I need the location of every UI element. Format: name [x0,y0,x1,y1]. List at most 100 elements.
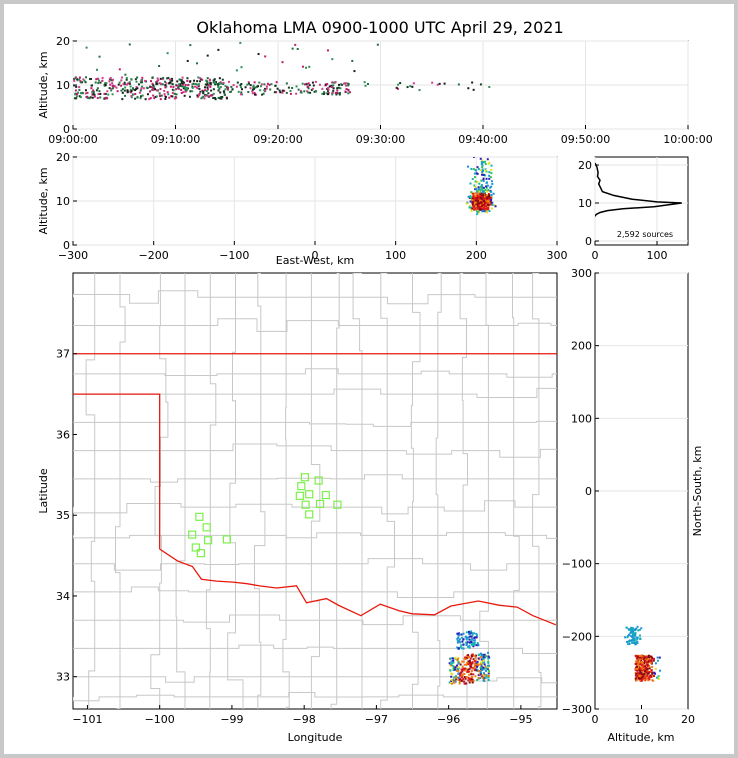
north-south-source [627,640,630,643]
time-height-source [237,90,240,93]
north-south-source [653,671,656,674]
plan-view-source [466,641,469,644]
time-height-source [169,80,172,83]
time-height-source [307,82,310,85]
time-height-source [77,91,80,94]
north-south-source [640,656,643,659]
plan-view-source [470,677,473,680]
time-height-source [332,87,335,90]
east-west-source [476,172,479,175]
time-height-source [121,88,124,91]
time-height-source [399,82,402,85]
north-south-source [644,667,647,670]
time-height-source [289,89,292,92]
time-height-source [178,83,181,86]
plan-view-source [487,661,490,664]
east-west-source [472,195,475,198]
time-height-source-high [98,55,101,58]
north-south-source [650,669,653,672]
time-height-source [168,82,171,85]
time-height-source [224,93,227,96]
east-west-source [482,178,485,181]
plan-view-source [486,664,489,667]
time-height-source [202,95,205,98]
east-west-source [476,213,479,216]
time-height-source [108,80,111,83]
plan-view-y-tick-label: 34 [56,590,70,603]
east-west-y-tick-label: 10 [56,195,70,208]
time-height-source-high [189,44,192,47]
plan-view-source [464,635,467,638]
time-height-source-high [281,61,284,64]
time-height-source [300,91,303,94]
plan-view-source [475,662,478,665]
time-height-source [73,77,76,80]
time-height-source [125,78,128,81]
time-height-source [269,88,272,91]
east-west-source [479,203,482,206]
plan-view-source [482,653,485,656]
time-height-source [307,91,310,94]
east-west-xlabel: East-West, km [276,254,354,267]
plan-view-source [479,671,482,674]
time-height-source [137,83,140,86]
east-west-source [479,196,482,199]
east-west-source [470,167,473,170]
north-south-source [629,628,632,631]
north-south-source [636,636,639,639]
time-height-source [134,89,137,92]
plan-view-source [473,632,476,635]
east-west-source [475,197,478,200]
plan-view-source [457,666,460,669]
north-south-source [632,636,635,639]
plan-view-source [448,662,451,665]
time-height-source [331,81,334,84]
time-height-source [328,85,331,88]
plan-view-source [478,673,481,676]
time-height-source [297,88,300,91]
time-height-source-high [85,46,88,49]
east-west-source [478,205,481,208]
plan-view-source [460,668,463,671]
plan-view-source [465,663,468,666]
plan-view-y-tick-label: 36 [56,428,70,441]
east-west-source [485,201,488,204]
time-height-source [176,80,179,83]
time-height-source [236,81,239,84]
north-south-source [639,654,642,657]
time-height-source [78,76,81,79]
east-west-source [479,169,482,172]
east-west-source [474,176,477,179]
lma-figure: Oklahoma LMA 0900-1000 UTC April 29, 202… [37,18,713,744]
north-south-source [626,640,629,643]
plan-view-source [457,678,460,681]
plan-view-source [477,664,480,667]
plan-view-source [487,672,490,675]
county-line [459,273,468,709]
time-height-source [76,78,79,81]
north-south-source [635,663,638,666]
north-south-source [638,658,641,661]
plan-view-source [456,639,459,642]
time-height-source [310,88,313,91]
plan-view-source [464,656,467,659]
east-west-source [471,177,474,180]
plan-view-source [452,665,455,668]
north-south-source [634,660,637,663]
east-west-source [474,192,477,195]
plan-view-source [473,662,476,665]
time-height-source [175,93,178,96]
time-height-source [167,76,170,79]
lma-station-marker [195,512,204,521]
time-height-source [251,92,254,95]
plan-view-source [452,666,455,669]
time-height-source [202,92,205,95]
plan-view-source [465,644,468,647]
time-height-source [219,91,222,94]
time-height-source [198,92,201,95]
time-height-source [189,80,192,83]
time-height-source [213,78,216,81]
plan-view-source [476,642,479,645]
county-line [73,420,557,427]
time-height-source [253,81,256,84]
